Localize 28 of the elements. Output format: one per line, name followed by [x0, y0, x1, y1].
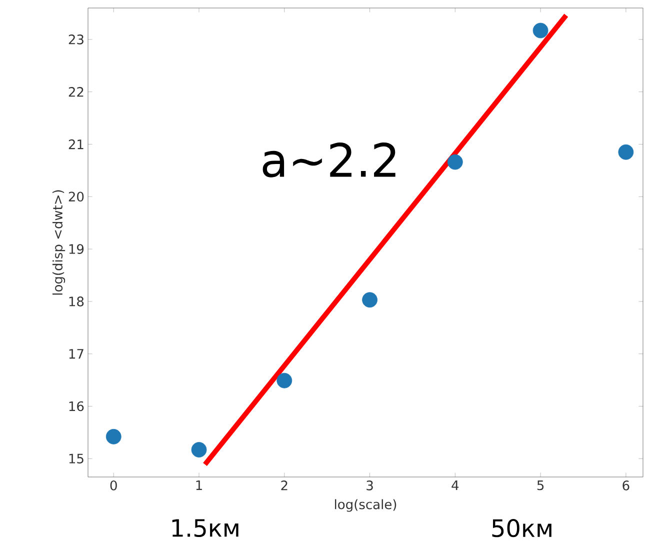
annotation: a~2.2 [262, 142, 396, 178]
y-tick-label: 16 [69, 401, 84, 412]
x-tick-label: 3 [366, 480, 373, 490]
point [106, 428, 122, 444]
x-tick-label: 5 [537, 480, 544, 490]
point [191, 442, 207, 458]
x-tick-label: 4 [452, 480, 459, 490]
point [276, 372, 292, 388]
point [447, 154, 463, 170]
x-tick-label: 6 [622, 480, 630, 490]
y-tick-label: 20 [68, 192, 84, 202]
y-tick-label: 21 [68, 139, 84, 150]
x-axis-title: log(scale) [334, 499, 396, 512]
point [532, 22, 548, 38]
x-tick-label: 2 [281, 480, 288, 490]
y-tick-label: 18 [69, 296, 84, 306]
x-tick-label: 1 [196, 480, 202, 490]
y-tick-label: 15 [69, 454, 84, 464]
text: 1.5км [172, 519, 238, 538]
y-tick-label: 22 [68, 87, 84, 97]
point [362, 292, 378, 308]
y-tick-label: 19 [69, 244, 84, 254]
text: 50км [492, 519, 552, 538]
y-axis-title: log(disp <dwt>) [52, 190, 66, 295]
y-tick-label: 23 [68, 34, 84, 44]
y-tick-label: 17 [69, 349, 84, 359]
point [618, 144, 634, 160]
x-tick-label: 0 [110, 480, 117, 490]
